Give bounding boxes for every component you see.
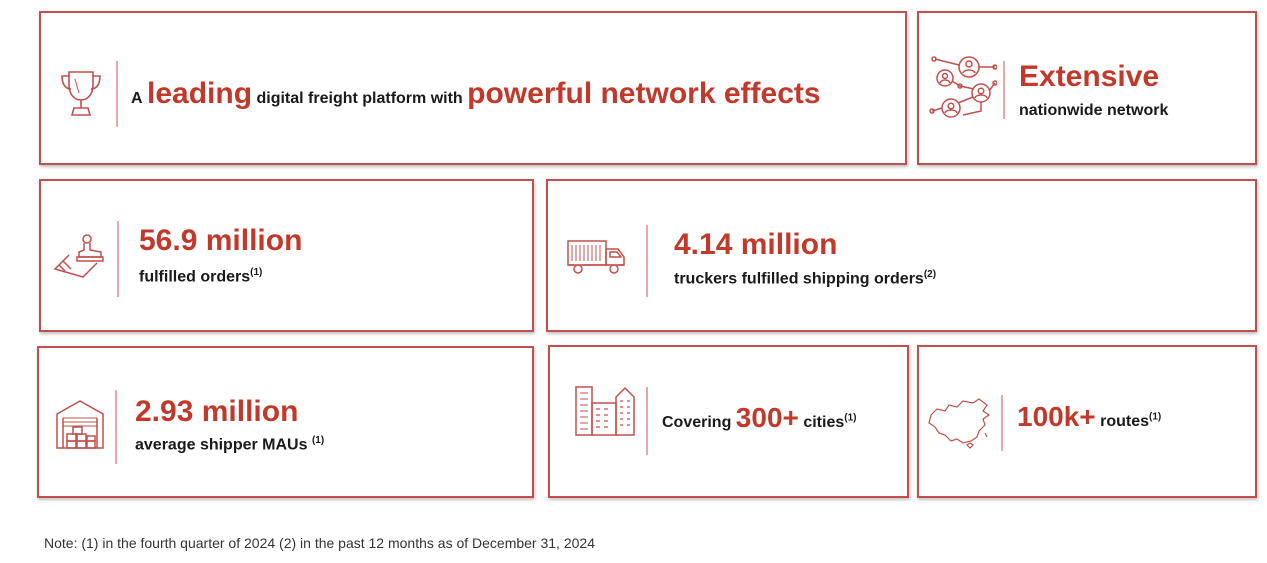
headline-text: A leading digital freight platform with … bbox=[131, 76, 821, 117]
shippers-label: average shipper MAUs bbox=[135, 436, 312, 454]
divider bbox=[1003, 61, 1005, 119]
divider bbox=[646, 387, 648, 455]
headline-leading: leading bbox=[147, 77, 253, 110]
divider bbox=[646, 225, 648, 297]
shippers-card: 2.93 million average shipper MAUs (1) bbox=[37, 346, 534, 498]
truckers-label: truckers fulfilled shipping orders bbox=[674, 270, 924, 288]
orders-card: 56.9 million fulfilled orders(1) bbox=[39, 179, 534, 332]
truckers-footnote: (2) bbox=[923, 269, 937, 280]
routes-card: 100k+ routes(1) bbox=[917, 345, 1257, 498]
divider bbox=[117, 221, 119, 297]
routes-suffix: routes bbox=[1100, 413, 1149, 430]
footnote-note: Note: (1) in the fourth quarter of 2024 … bbox=[44, 535, 595, 551]
headline-prefix: A bbox=[131, 90, 143, 107]
cities-text: Covering 300+ cities(1) bbox=[662, 401, 856, 440]
orders-footnote: (1) bbox=[250, 267, 263, 278]
network-title: Extensive bbox=[1019, 60, 1160, 93]
shippers-label-wrap: average shipper MAUs (1) bbox=[135, 431, 324, 455]
headline-middle: digital freight platform with bbox=[256, 90, 463, 107]
routes-value: 100k+ bbox=[1017, 401, 1096, 432]
truckers-card: 4.14 million truckers fulfilled shipping… bbox=[546, 179, 1257, 332]
shippers-footnote: (1) bbox=[311, 435, 325, 446]
headline-network-phrase: powerful network effects bbox=[467, 77, 821, 110]
routes-footnote: (1) bbox=[1149, 411, 1162, 423]
truckers-value: 4.14 million bbox=[674, 228, 838, 261]
network-subtitle: nationwide network bbox=[1019, 102, 1169, 119]
truckers-label-wrap: truckers fulfilled shipping orders(2) bbox=[674, 265, 936, 289]
stamp-icon bbox=[53, 233, 105, 279]
trophy-icon bbox=[59, 69, 103, 119]
truck-icon bbox=[566, 237, 628, 277]
cities-footnote: (1) bbox=[844, 412, 857, 424]
warehouse-icon bbox=[55, 398, 105, 450]
shippers-value: 2.93 million bbox=[135, 395, 299, 428]
divider bbox=[115, 390, 117, 464]
divider bbox=[1001, 395, 1003, 451]
china-map-icon bbox=[927, 397, 993, 449]
routes-text: 100k+ routes(1) bbox=[1017, 400, 1161, 439]
cities-suffix: cities bbox=[803, 414, 845, 431]
network-people-icon bbox=[929, 53, 997, 123]
cities-value: 300+ bbox=[735, 402, 799, 433]
orders-label-wrap: fulfilled orders(1) bbox=[139, 263, 262, 287]
cities-prefix: Covering bbox=[662, 414, 732, 431]
buildings-icon bbox=[574, 385, 636, 437]
orders-value: 56.9 million bbox=[139, 224, 303, 257]
orders-label: fulfilled orders bbox=[139, 268, 251, 286]
divider bbox=[116, 61, 118, 127]
network-card: Extensive nationwide network bbox=[917, 11, 1257, 165]
cities-card: Covering 300+ cities(1) bbox=[548, 345, 909, 498]
headline-card: A leading digital freight platform with … bbox=[39, 11, 907, 165]
